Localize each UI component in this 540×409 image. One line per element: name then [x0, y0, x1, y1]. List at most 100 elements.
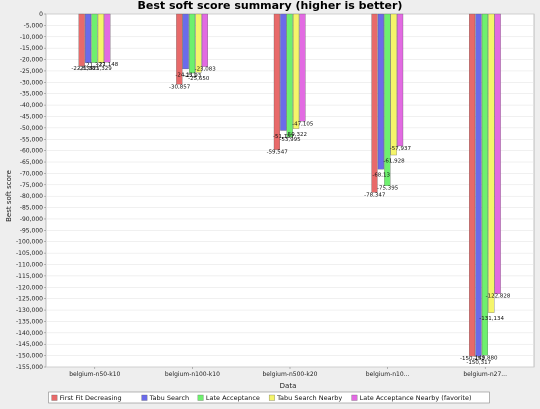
y-axis-ticks: 0 -5,000 -10,000 -15,000 -20,000 -25,000 -30,0…	[16, 11, 46, 371]
bar	[286, 13, 293, 138]
x-tick-label: belgium-n10...	[366, 371, 410, 378]
legend-swatch	[51, 394, 58, 401]
data-label: -25,93	[184, 73, 202, 79]
data-label: -61,928	[383, 159, 405, 165]
data-label: -68,13	[372, 173, 390, 179]
bars	[78, 13, 501, 357]
y-tick-label: -70,000	[20, 170, 43, 177]
y-tick-label: -55,000	[20, 136, 43, 143]
x-axis-label: Data	[280, 382, 297, 390]
y-tick-label: -90,000	[20, 216, 43, 223]
bar	[481, 13, 488, 356]
y-tick-label: -40,000	[20, 102, 43, 109]
bar	[494, 13, 501, 294]
y-tick-label: -150,000	[16, 353, 43, 360]
data-label: -24,111	[175, 72, 196, 78]
bar	[182, 13, 189, 70]
y-tick-label: -95,000	[20, 227, 43, 234]
bar	[488, 13, 495, 313]
y-tick-label: -20,000	[20, 57, 43, 64]
x-tick-label: belgium-n50-k10	[69, 371, 120, 378]
bar	[397, 13, 404, 147]
legend-entry: First Fit Decreasing	[60, 394, 122, 402]
y-tick-label: -105,000	[16, 250, 43, 257]
bar	[377, 13, 384, 170]
data-label: -21,329	[91, 66, 113, 72]
bar	[189, 13, 196, 74]
data-label: -22,838	[71, 66, 93, 72]
data-label: -21,148	[97, 62, 119, 68]
bar	[195, 13, 202, 73]
bar	[475, 13, 482, 357]
data-label: -57,937	[390, 146, 412, 152]
data-label: -75,395	[377, 186, 399, 192]
data-label: -25,650	[188, 76, 210, 82]
bar	[273, 13, 280, 150]
y-tick-label: -35,000	[20, 91, 43, 98]
y-tick-label: -10,000	[20, 34, 43, 41]
bar	[78, 13, 85, 67]
data-labels: -22,838-21,383-21,327-21,329-21,148 -30,8…	[71, 62, 510, 366]
y-tick-label: -5,000	[24, 22, 44, 29]
y-tick-label: -45,000	[20, 113, 43, 120]
bar	[104, 13, 111, 63]
legend-entry: Late Acceptance	[206, 394, 260, 402]
data-label: -150,317	[466, 360, 491, 366]
y-tick-label: 0	[39, 11, 43, 18]
x-tick-label: belgium-n27...	[463, 371, 507, 378]
bar	[299, 13, 306, 122]
bar	[293, 13, 300, 129]
bar	[390, 13, 397, 156]
legend-swatch	[351, 394, 358, 401]
data-label: -78,347	[364, 192, 386, 198]
legend-entry: Tabu Search Nearby	[276, 394, 342, 402]
data-label: -131,134	[479, 316, 504, 322]
y-tick-label: -50,000	[20, 125, 43, 132]
y-tick-label: -60,000	[20, 148, 43, 155]
x-tick-label: belgium-n500-k20	[263, 371, 318, 378]
y-tick-label: -65,000	[20, 159, 43, 166]
data-label: -150,252	[460, 356, 485, 362]
legend-entry: Late Acceptance Nearby (favorite)	[360, 394, 472, 402]
y-tick-label: -25,000	[20, 68, 43, 75]
y-tick-label: -140,000	[16, 330, 43, 337]
legend-entry: Tabu Search	[149, 394, 190, 402]
bar	[91, 13, 98, 63]
legend: First Fit Decreasing Tabu Search Late Acce…	[48, 391, 490, 404]
bar	[469, 13, 476, 357]
legend-swatch	[197, 394, 204, 401]
data-label: -21,383	[78, 66, 100, 72]
y-tick-label: -155,000	[16, 364, 43, 371]
bar	[201, 13, 208, 67]
y-axis-label: Best soft score	[5, 170, 13, 222]
y-tick-label: -30,000	[20, 79, 43, 86]
bar	[97, 13, 104, 63]
data-label: -53,995	[279, 137, 301, 143]
x-tick-label: belgium-n100-k10	[165, 371, 220, 378]
legend-swatch	[141, 394, 148, 401]
y-tick-label: -100,000	[16, 239, 43, 246]
y-tick-label: -85,000	[20, 205, 43, 212]
legend-swatch	[268, 394, 275, 401]
bar	[85, 13, 92, 63]
data-label: -122,828	[486, 294, 511, 300]
y-tick-label: -75,000	[20, 182, 43, 189]
y-tick-label: -125,000	[16, 296, 43, 303]
y-tick-label: -145,000	[16, 341, 43, 348]
y-tick-label: -115,000	[16, 273, 43, 280]
bar	[371, 13, 378, 193]
y-tick-label: -130,000	[16, 307, 43, 314]
data-label: -21,327	[84, 63, 106, 69]
y-tick-label: -15,000	[20, 45, 43, 52]
x-axis-categories: belgium-n50-k10 belgium-n100-k10 belgium-n…	[69, 367, 507, 378]
data-label: -50,322	[286, 132, 307, 138]
data-label: -59,547	[267, 150, 289, 156]
bar	[384, 13, 391, 186]
y-tick-label: -120,000	[16, 284, 43, 291]
chart-title: Best soft score summary (higher is bette…	[138, 0, 403, 12]
y-tick-label: -135,000	[16, 318, 43, 325]
y-tick-label: -80,000	[20, 193, 43, 200]
data-label: -47,105	[292, 121, 314, 127]
